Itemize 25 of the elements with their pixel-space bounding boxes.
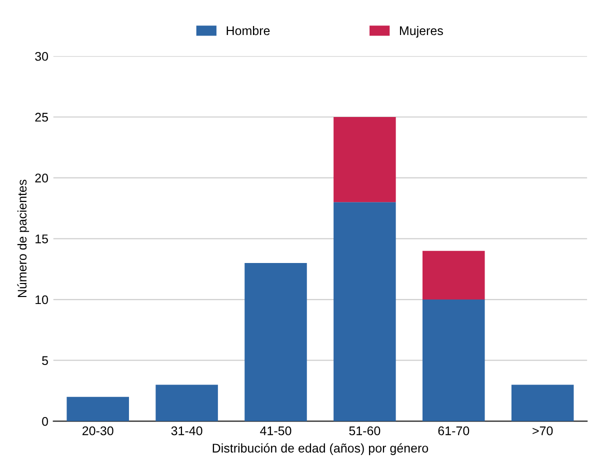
y-axis-title: Número de pacientes <box>17 180 30 298</box>
x-tick-label: 20-30 <box>82 426 114 436</box>
y-tick-label: 0 <box>42 417 48 426</box>
x-tick-label: 61-70 <box>438 426 470 436</box>
y-tick-label: 30 <box>35 52 48 61</box>
bar <box>422 300 485 422</box>
legend-label: Mujeres <box>400 26 443 38</box>
bar <box>334 117 396 202</box>
x-axis-title: Distribución de edad (años) por género <box>212 443 428 456</box>
bar <box>156 384 218 422</box>
x-tick-label: >70 <box>532 426 553 436</box>
x-tick-label: 51-60 <box>349 426 380 436</box>
bar <box>511 384 574 422</box>
bar <box>334 202 396 422</box>
y-tick-label: 15 <box>36 234 48 244</box>
y-tick-label: 5 <box>42 356 48 366</box>
bar <box>244 263 307 422</box>
y-tick-label: 25 <box>35 112 48 122</box>
y-tick-label: 20 <box>35 174 48 182</box>
legend-label: Hombre <box>226 26 270 36</box>
bar <box>422 250 485 300</box>
x-tick-label: 31-40 <box>171 426 202 436</box>
bar <box>66 396 129 422</box>
y-tick-label: 10 <box>36 295 48 304</box>
x-tick-label: 41-50 <box>260 426 292 436</box>
